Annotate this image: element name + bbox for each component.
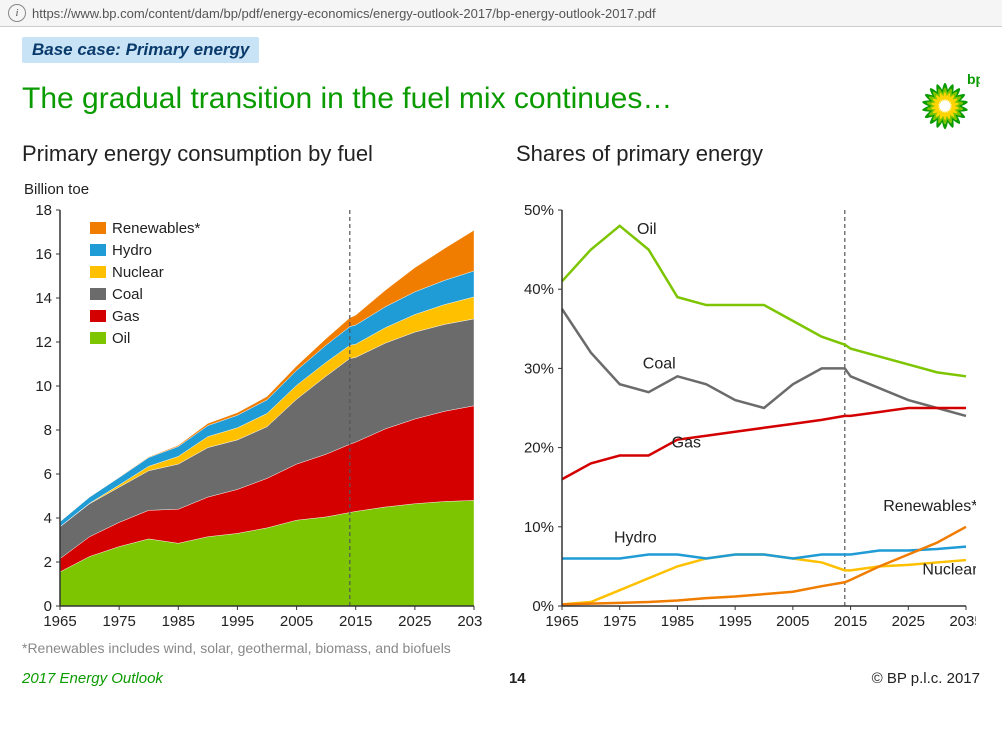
svg-text:6: 6 [44, 466, 52, 483]
footer: 2017 Energy Outlook 14 © BP p.l.c. 2017 [22, 670, 980, 687]
svg-text:20%: 20% [524, 440, 554, 457]
footer-page: 14 [509, 670, 526, 687]
bp-logo: bp [910, 71, 980, 141]
svg-text:Gas: Gas [672, 435, 701, 452]
browser-url-bar: i https://www.bp.com/content/dam/bp/pdf/… [0, 0, 1002, 27]
url-text: https://www.bp.com/content/dam/bp/pdf/en… [32, 6, 656, 21]
chart2-spacer [518, 181, 980, 198]
chart1-ylabel: Billion toe [24, 181, 486, 198]
svg-text:1985: 1985 [162, 613, 195, 630]
svg-text:2005: 2005 [280, 613, 313, 630]
footer-left: 2017 Energy Outlook [22, 670, 163, 687]
svg-text:1965: 1965 [43, 613, 76, 630]
footer-right: © BP p.l.c. 2017 [872, 670, 980, 687]
chart1-title: Primary energy consumption by fuel [22, 141, 486, 167]
svg-text:Nuclear: Nuclear [112, 264, 164, 281]
svg-text:2025: 2025 [398, 613, 431, 630]
svg-text:16: 16 [35, 246, 52, 263]
svg-text:Hydro: Hydro [614, 530, 657, 547]
info-icon: i [8, 4, 26, 22]
svg-text:2: 2 [44, 554, 52, 571]
svg-text:2015: 2015 [339, 613, 372, 630]
footnote: *Renewables includes wind, solar, geothe… [22, 640, 980, 656]
svg-text:Renewables*: Renewables* [883, 498, 976, 515]
svg-text:Oil: Oil [112, 330, 130, 347]
svg-text:2035: 2035 [949, 613, 976, 630]
svg-text:2025: 2025 [892, 613, 925, 630]
svg-text:1995: 1995 [221, 613, 254, 630]
section-tag: Base case: Primary energy [22, 37, 259, 63]
svg-text:2035: 2035 [457, 613, 482, 630]
svg-text:Nuclear: Nuclear [922, 561, 976, 578]
slide: Base case: Primary energy The gradual tr… [0, 27, 1002, 701]
chart-left: Primary energy consumption by fuel Billi… [22, 141, 486, 634]
svg-text:8: 8 [44, 422, 52, 439]
svg-text:50%: 50% [524, 204, 554, 219]
svg-text:Gas: Gas [112, 308, 140, 325]
svg-text:40%: 40% [524, 281, 554, 298]
chart1-svg: 0246810121416181965197519851995200520152… [22, 204, 482, 634]
svg-text:bp: bp [967, 71, 980, 87]
svg-text:18: 18 [35, 204, 52, 219]
svg-text:2005: 2005 [776, 613, 809, 630]
svg-text:1975: 1975 [603, 613, 636, 630]
page-title: The gradual transition in the fuel mix c… [22, 82, 672, 116]
svg-text:10: 10 [35, 378, 52, 395]
chart2-title: Shares of primary energy [516, 141, 980, 167]
svg-text:30%: 30% [524, 360, 554, 377]
svg-text:Coal: Coal [112, 286, 143, 303]
svg-text:Renewables*: Renewables* [112, 220, 201, 237]
svg-text:12: 12 [35, 334, 52, 351]
svg-text:1975: 1975 [102, 613, 135, 630]
svg-text:4: 4 [44, 510, 52, 527]
svg-text:Oil: Oil [637, 221, 657, 238]
svg-text:2015: 2015 [834, 613, 867, 630]
svg-text:Coal: Coal [643, 355, 676, 372]
svg-text:1985: 1985 [661, 613, 694, 630]
chart-right: Shares of primary energy 0%10%20%30%40%5… [516, 141, 980, 634]
svg-text:10%: 10% [524, 519, 554, 536]
svg-text:14: 14 [35, 290, 52, 307]
svg-text:1965: 1965 [545, 613, 578, 630]
svg-text:Hydro: Hydro [112, 242, 152, 259]
chart2-svg: 0%10%20%30%40%50%19651975198519952005201… [516, 204, 976, 634]
svg-text:1995: 1995 [718, 613, 751, 630]
